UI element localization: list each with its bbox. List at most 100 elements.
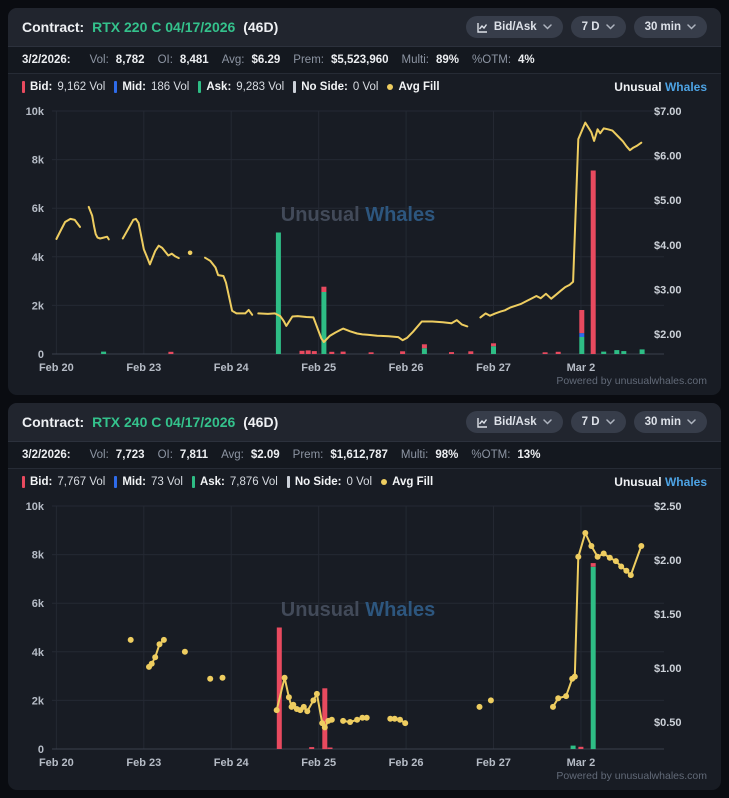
avg-fill-point xyxy=(219,674,226,681)
ask-volume-bar xyxy=(639,349,645,354)
chart-type-dropdown[interactable]: Bid/Ask xyxy=(465,411,563,433)
prem-label: Prem: xyxy=(292,449,324,461)
avg-fill-point xyxy=(606,554,613,561)
legend-mid: Mid: 186 Vol xyxy=(114,80,189,93)
left-axis-tick: 4k xyxy=(32,647,45,659)
price-volume-chart[interactable]: Feb 20 Feb 23 Feb 24 Feb 25 Feb 26 Feb 27 Mar … xyxy=(8,99,721,371)
bid-volume-bar xyxy=(311,351,317,354)
vol-label: Vol: xyxy=(89,449,109,461)
period-dropdown[interactable]: 7 D xyxy=(570,411,626,433)
avg-fill-point xyxy=(571,673,578,680)
avg-fill-line xyxy=(121,217,180,266)
chevron-down-icon xyxy=(542,419,552,425)
ask-marker xyxy=(198,80,202,93)
panel-header: Contract: RTX 240 C 04/17/2026 (46D) Bid… xyxy=(8,403,721,442)
interval-label: 30 min xyxy=(644,21,681,33)
contract-title: Contract: RTX 240 C 04/17/2026 (46D) xyxy=(22,414,278,430)
avg-fill-point xyxy=(618,563,625,570)
right-axis-tick: $3.00 xyxy=(654,284,682,296)
ask-volume-bar xyxy=(491,346,496,354)
avg-fill-point xyxy=(402,720,409,727)
avg-fill-marker xyxy=(381,478,388,485)
mid-volume-bar xyxy=(579,333,585,337)
left-axis-tick: 8k xyxy=(32,550,45,562)
ask-volume-bar xyxy=(321,292,327,354)
legend-avg-fill: Avg Fill xyxy=(387,81,440,93)
price-volume-chart[interactable]: Feb 20 Feb 23 Feb 24 Feb 25 Feb 26 Feb 27 Mar … xyxy=(8,494,721,766)
ask-volume-bar xyxy=(614,350,620,354)
interval-dropdown[interactable]: 30 min xyxy=(633,411,707,433)
x-axis-tick: Feb 27 xyxy=(476,757,511,766)
stats-date: 3/2/2026: xyxy=(22,54,71,66)
avg-fill-line xyxy=(257,312,469,343)
stats-row: 3/2/2026: Vol: 7,723 OI: 7,811 Avg: $2.09 P… xyxy=(8,442,721,469)
avg-fill-point xyxy=(359,714,366,721)
right-axis-tick: $6.00 xyxy=(654,151,682,163)
avg-fill-line xyxy=(55,217,81,240)
x-axis-tick: Feb 20 xyxy=(39,362,74,371)
bid-volume-bar xyxy=(491,343,496,347)
bid-volume-bar xyxy=(168,351,174,354)
panel-header: Contract: RTX 220 C 04/17/2026 (46D) Bid… xyxy=(8,8,721,47)
no-side-marker xyxy=(286,475,290,488)
multi-label: Multi: xyxy=(400,449,429,461)
bid-volume-bar xyxy=(590,563,596,567)
avg-fill-point xyxy=(623,567,630,574)
left-axis-tick: 2k xyxy=(32,695,45,707)
x-axis-tick: Feb 23 xyxy=(126,757,161,766)
bid-volume-bar xyxy=(579,310,585,334)
legend-bid: Bid: 7,767 Vol xyxy=(22,475,105,488)
oi-label: OI: xyxy=(157,449,173,461)
dte-badge: (46D) xyxy=(243,19,279,35)
legend-mid: Mid: 73 Vol xyxy=(114,475,183,488)
avg-fill-point xyxy=(397,716,403,723)
no-side-marker xyxy=(293,80,297,93)
otm-label: %OTM: xyxy=(472,54,512,66)
right-axis-tick: $2.50 xyxy=(654,501,682,513)
avg-value: $6.29 xyxy=(251,54,281,66)
avg-fill-point xyxy=(340,717,347,724)
avg-fill-point xyxy=(273,707,280,714)
x-axis-tick: Feb 25 xyxy=(301,362,336,371)
chevron-down-icon xyxy=(605,419,615,425)
watermark: Unusual Whales xyxy=(281,599,435,621)
bid-volume-bar xyxy=(542,352,548,354)
avg-fill-point xyxy=(328,716,335,723)
avg-fill-point xyxy=(575,553,582,560)
right-axis-tick: $1.50 xyxy=(654,609,682,621)
chevron-down-icon xyxy=(687,419,696,425)
avg-label: Avg: xyxy=(221,54,245,66)
period-dropdown[interactable]: 7 D xyxy=(570,16,626,38)
bid-volume-bar xyxy=(309,747,315,749)
vol-value: 8,782 xyxy=(115,54,145,66)
x-axis-tick: Feb 27 xyxy=(476,362,511,371)
avg-fill-point xyxy=(487,697,494,704)
interval-dropdown[interactable]: 30 min xyxy=(633,16,707,38)
chevron-down-icon xyxy=(605,24,615,30)
chart-type-dropdown[interactable]: Bid/Ask xyxy=(465,16,563,38)
avg-fill-point xyxy=(187,250,193,256)
bid-marker xyxy=(22,475,25,488)
left-axis-tick: 2k xyxy=(32,300,45,312)
bid-marker xyxy=(22,80,25,93)
x-axis-tick: Feb 23 xyxy=(126,362,161,371)
bid-volume-bar xyxy=(368,352,374,354)
left-axis-tick: 4k xyxy=(32,252,45,264)
chart-type-label: Bid/Ask xyxy=(493,416,537,428)
avg-fill-point xyxy=(207,675,214,682)
ask-volume-bar xyxy=(621,351,627,354)
x-axis-tick: Feb 26 xyxy=(389,757,424,766)
right-axis-tick: $4.00 xyxy=(654,240,682,252)
avg-fill-point xyxy=(550,703,556,710)
contract-name: RTX 220 C 04/17/2026 xyxy=(92,19,236,35)
left-axis-tick: 10k xyxy=(26,106,45,118)
contract-panel-1: Contract: RTX 220 C 04/17/2026 (46D) Bid… xyxy=(8,8,721,395)
right-axis-tick: $1.00 xyxy=(654,663,682,675)
contract-name: RTX 240 C 04/17/2026 xyxy=(92,414,236,430)
left-axis-tick: 0 xyxy=(38,349,44,361)
ask-volume-bar xyxy=(101,351,107,354)
bid-volume-bar xyxy=(555,351,561,354)
avg-fill-point xyxy=(391,715,398,722)
legend-bid: Bid: 9,162 Vol xyxy=(22,80,105,93)
